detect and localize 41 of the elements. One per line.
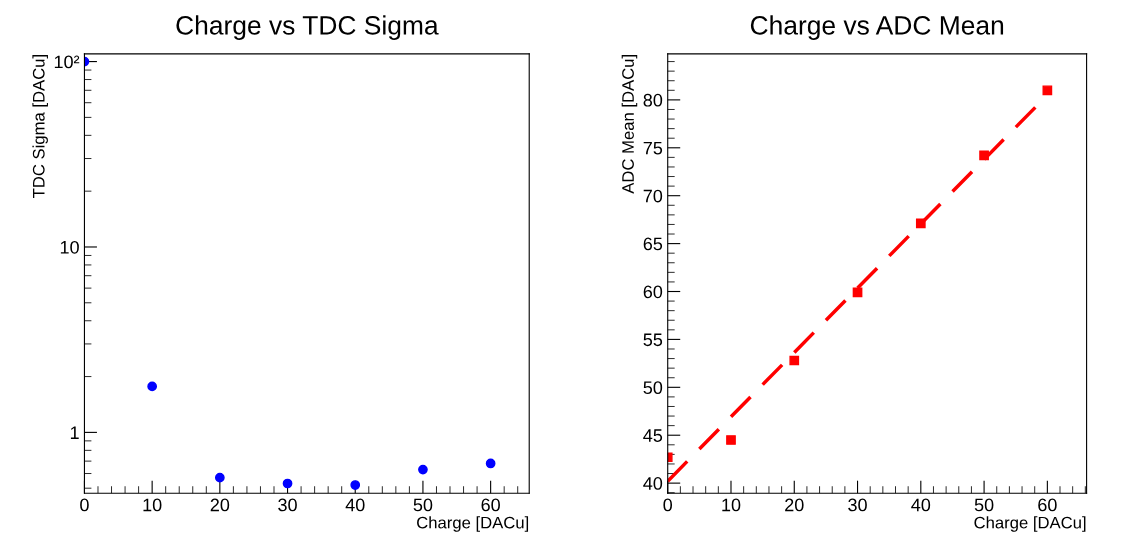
- y-axis-title: ADC Mean [DACu]: [621, 55, 638, 194]
- point: [726, 435, 736, 445]
- y-tick-label: 45: [643, 429, 663, 442]
- x-tick-label: 60: [481, 498, 500, 512]
- x-tick-label: 40: [345, 498, 365, 512]
- y-tick-label: 75: [643, 141, 663, 155]
- x-tick-label: 10: [722, 498, 741, 512]
- point: [282, 478, 293, 489]
- point: [350, 480, 361, 490]
- y-tick-label: 40: [643, 477, 663, 490]
- point: [418, 464, 428, 475]
- point: [147, 381, 158, 392]
- x-tick-label: 20: [785, 498, 804, 512]
- chart-title: Charge vs ADC Mean: [750, 15, 1004, 40]
- y-tick-label: 10²: [54, 55, 80, 69]
- x-tick-label: 40: [911, 498, 931, 512]
- x-tick-label: 20: [210, 498, 230, 512]
- x-axis-title: Charge [DACu]: [974, 516, 1086, 532]
- y-tick-label: 1: [70, 426, 79, 439]
- x-tick-label: 0: [663, 498, 673, 512]
- x-axis-title: Charge [DACu]: [417, 516, 529, 532]
- y-tick-label: 80: [643, 93, 663, 107]
- y-tick-label: 70: [643, 189, 663, 203]
- point: [214, 472, 225, 483]
- x-tick-label: 50: [974, 498, 994, 512]
- y-tick-label: 60: [643, 285, 663, 299]
- x-tick-label: 50: [413, 498, 433, 512]
- y-tick-label: 55: [643, 333, 663, 347]
- y-axis-title: TDC Sigma [DACu]: [32, 55, 48, 198]
- point: [1042, 85, 1053, 96]
- y-tick-label: 50: [643, 381, 663, 395]
- point: [789, 355, 800, 366]
- x-tick-label: 0: [80, 498, 89, 512]
- point: [485, 458, 496, 469]
- x-tick-label: 30: [848, 498, 867, 512]
- x-tick-label: 10: [143, 498, 162, 512]
- chart-title: Charge vs TDC Sigma: [176, 15, 439, 40]
- y-tick-label: 65: [643, 237, 663, 251]
- y-tick-label: 10: [60, 240, 79, 254]
- x-tick-label: 30: [278, 498, 297, 512]
- x-tick-label: 60: [1038, 498, 1057, 512]
